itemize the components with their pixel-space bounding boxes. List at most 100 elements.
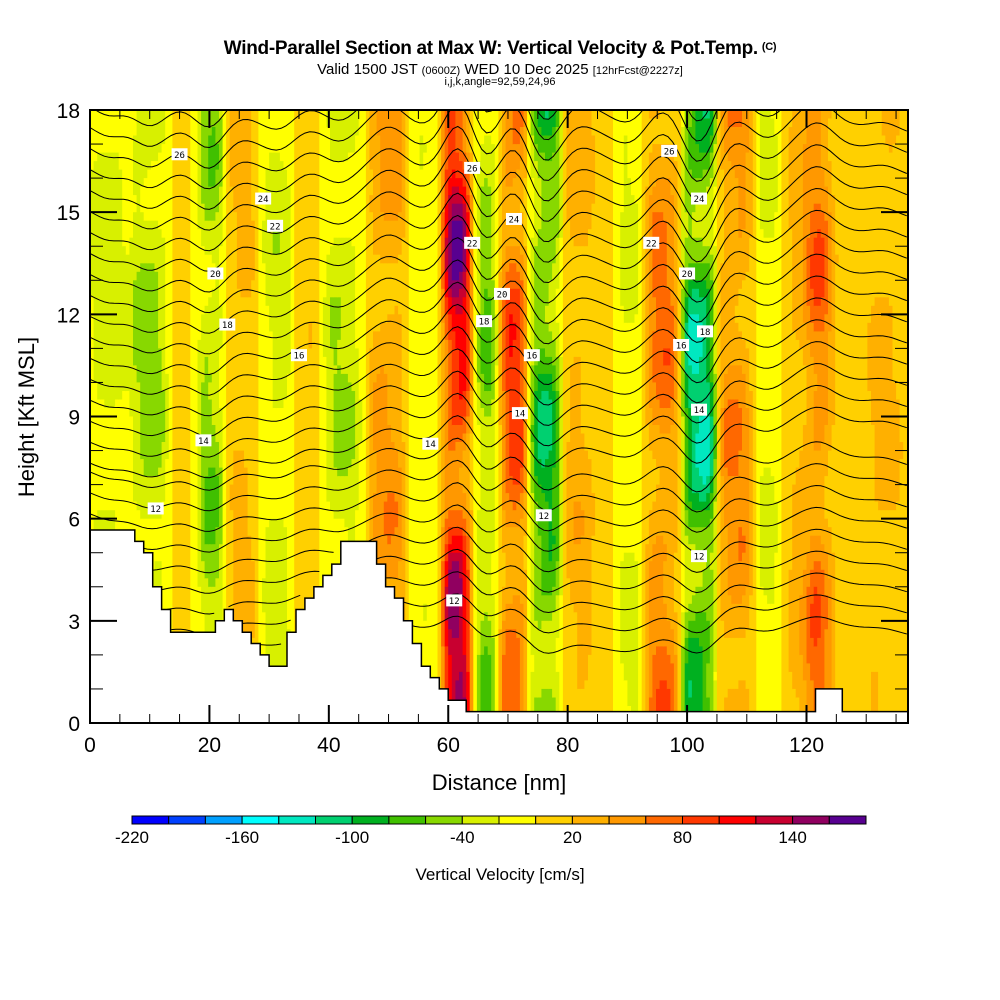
- velocity-cell: [509, 603, 514, 630]
- velocity-cell: [523, 127, 528, 179]
- velocity-cell: [401, 237, 406, 443]
- velocity-cell: [193, 110, 199, 723]
- velocity-cell: [605, 110, 611, 723]
- velocity-cell: [824, 220, 829, 315]
- velocity-cell: [340, 110, 345, 162]
- velocity-cell: [623, 552, 628, 681]
- velocity-cell: [656, 144, 661, 179]
- velocity-cell: [691, 212, 697, 239]
- velocity-cell: [208, 382, 213, 400]
- velocity-cell: [297, 110, 302, 723]
- velocity-cell: [147, 518, 152, 571]
- velocity-cell: [344, 110, 349, 162]
- velocity-cell: [648, 118, 654, 154]
- velocity-cell: [534, 391, 539, 477]
- velocity-cell: [430, 110, 435, 723]
- y-tick-label: 3: [68, 611, 80, 634]
- velocity-cell: [817, 450, 822, 537]
- velocity-cell: [734, 127, 739, 179]
- velocity-cell: [566, 110, 571, 222]
- velocity-cell: [699, 152, 704, 179]
- velocity-cell: [262, 263, 267, 579]
- velocity-cell: [888, 305, 894, 511]
- velocity-cell: [451, 527, 456, 537]
- velocity-cell: [140, 263, 145, 460]
- velocity-cell: [451, 203, 456, 222]
- velocity-cell: [247, 110, 252, 298]
- velocity-cell: [276, 110, 281, 154]
- velocity-cell: [211, 186, 216, 222]
- velocity-cell: [559, 356, 564, 596]
- velocity-cell: [684, 663, 689, 723]
- contour-label: 12: [691, 550, 708, 563]
- velocity-cell: [133, 195, 138, 213]
- velocity-cell: [505, 271, 510, 290]
- velocity-cell: [702, 561, 707, 571]
- velocity-cell: [652, 212, 657, 298]
- velocity-cell: [373, 382, 378, 452]
- colorbar-tick-label: -100: [335, 828, 369, 847]
- velocity-cell: [788, 671, 793, 723]
- velocity-cell: [631, 322, 636, 554]
- colorbar-swatch: [608, 815, 647, 825]
- velocity-cell: [487, 620, 492, 656]
- velocity-cell: [487, 416, 492, 622]
- velocity-cell: [820, 544, 825, 571]
- velocity-cell: [731, 399, 736, 477]
- velocity-cell: [165, 373, 170, 460]
- y-axis-title: Height [Kft MSL]: [14, 337, 39, 497]
- velocity-cell: [150, 476, 156, 520]
- velocity-cell: [663, 680, 668, 723]
- velocity-cell: [555, 637, 560, 673]
- velocity-cell: [208, 220, 213, 256]
- velocity-cell: [588, 459, 593, 656]
- velocity-cell: [233, 450, 238, 656]
- velocity-cell: [591, 535, 596, 723]
- velocity-cell: [143, 263, 148, 477]
- velocity-cell: [122, 391, 127, 613]
- velocity-cell: [706, 382, 711, 418]
- velocity-cell: [541, 348, 546, 375]
- velocity-cell: [276, 518, 281, 723]
- velocity-cell: [555, 322, 560, 358]
- velocity-cell: [673, 399, 679, 554]
- velocity-cell: [684, 271, 689, 298]
- velocity-cell: [90, 110, 95, 171]
- velocity-cell: [337, 161, 342, 239]
- velocity-cell: [111, 110, 116, 154]
- velocity-cell: [770, 603, 775, 723]
- velocity-cell: [211, 127, 216, 188]
- velocity-cell: [390, 493, 396, 537]
- velocity-cell: [537, 110, 542, 128]
- velocity-cell: [330, 161, 335, 247]
- velocity-cell: [498, 271, 503, 426]
- velocity-cell: [666, 348, 671, 366]
- velocity-cell: [215, 442, 220, 477]
- velocity-cell: [226, 110, 231, 723]
- colorbar-tick-label: 20: [563, 828, 582, 847]
- velocity-cell: [219, 118, 224, 188]
- velocity-cell: [656, 467, 661, 486]
- velocity-cell: [201, 612, 206, 647]
- velocity-cell: [552, 586, 557, 613]
- velocity-cell: [484, 646, 489, 723]
- velocity-cell: [186, 110, 191, 723]
- velocity-cell: [688, 169, 693, 264]
- velocity-cell: [648, 110, 654, 120]
- velocity-cell: [530, 365, 535, 426]
- velocity-cell: [824, 314, 829, 426]
- velocity-cell: [455, 442, 460, 511]
- velocity-cell: [695, 178, 700, 205]
- velocity-cell: [702, 297, 707, 409]
- velocity-cell: [591, 110, 596, 137]
- velocity-cell: [462, 169, 467, 188]
- velocity-cell: [441, 322, 446, 528]
- velocity-cell: [738, 408, 743, 452]
- velocity-cell: [566, 442, 571, 579]
- velocity-cell: [469, 510, 474, 630]
- velocity-cell: [347, 152, 353, 239]
- velocity-cell: [530, 442, 535, 494]
- velocity-cell: [777, 110, 782, 723]
- velocity-cell: [828, 118, 833, 162]
- velocity-cell: [663, 144, 668, 179]
